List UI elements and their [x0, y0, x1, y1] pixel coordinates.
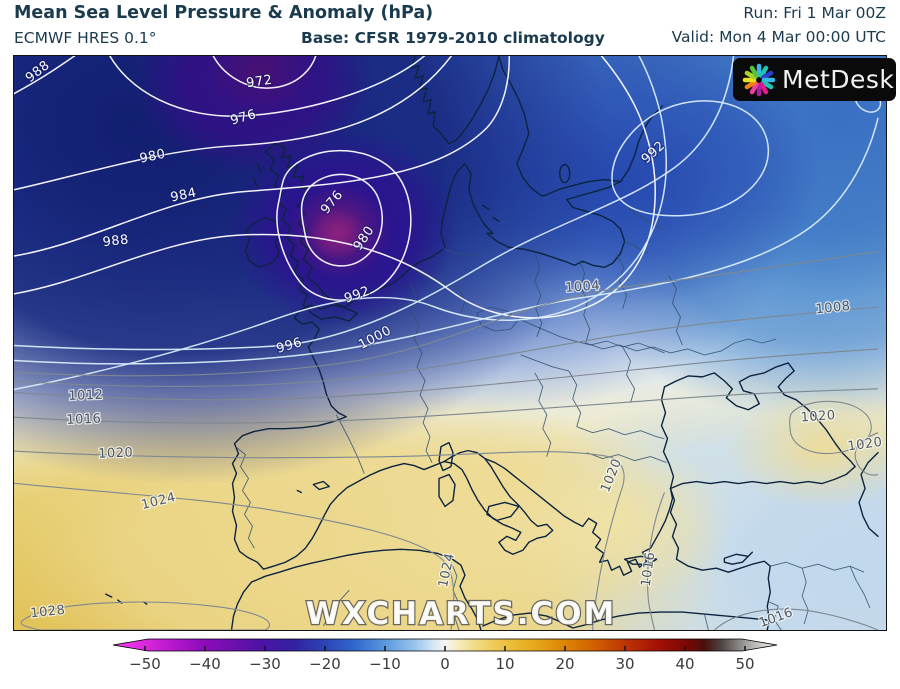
colorbar-tick-20: 20	[555, 655, 574, 673]
anomaly-colorbar: −50 −40 −30 −20 −10 0 10 20 30 40 50	[0, 636, 900, 689]
colorbar-tick-−40: −40	[189, 655, 221, 673]
contour-label-1024: 1024	[436, 552, 458, 589]
colorbar-tick-10: 10	[495, 655, 514, 673]
page-title: Mean Sea Level Pressure & Anomaly (hPa)	[14, 3, 434, 23]
contour-label-1028: 1028	[30, 603, 66, 622]
contour-label-1020: 1020	[847, 435, 884, 455]
chart-header: Mean Sea Level Pressure & Anomaly (hPa) …	[0, 0, 900, 55]
colorbar-tick-30: 30	[615, 655, 634, 673]
contour-label-1004: 1004	[565, 278, 601, 295]
contour-label-1016: 1016	[66, 412, 101, 428]
metdesk-logo: MetDesk	[733, 58, 896, 101]
model-label: ECMWF HRES 0.1°	[14, 29, 157, 47]
anomaly-shading	[14, 56, 886, 630]
valid-time-label: Valid: Mon 4 Mar 00:00 UTC	[671, 28, 886, 46]
contour-label-1016: 1016	[639, 551, 659, 588]
colorbar-tick-labels: −50 −40 −30 −20 −10 0 10 20 30 40 50	[129, 655, 754, 673]
colorbar-tick-−50: −50	[129, 655, 161, 673]
contour-label-984: 984	[169, 185, 198, 205]
contour-label-988: 988	[102, 233, 130, 251]
colorbar-tick-−20: −20	[309, 655, 341, 673]
colorbar-tick-50: 50	[735, 655, 754, 673]
colorbar-tick-−10: −10	[369, 655, 401, 673]
colorbar-canvas: −50 −40 −30 −20 −10 0 10 20 30 40 50	[112, 638, 778, 673]
climatology-base-label: Base: CFSR 1979-2010 climatology	[301, 29, 605, 47]
colorbar-gradient-bar	[112, 638, 778, 652]
watermark: WXCHARTS.COM	[306, 596, 617, 630]
contour-label-972: 972	[245, 73, 273, 91]
pressure-contours-high	[14, 250, 879, 630]
contour-label-980: 980	[138, 147, 167, 167]
contour-label-1008: 1008	[815, 299, 851, 318]
contour-label-1012: 1012	[68, 388, 103, 404]
colorbar-ticks	[144, 646, 746, 651]
metdesk-starburst-icon	[742, 63, 776, 96]
metdesk-logo-text: MetDesk	[782, 65, 895, 94]
run-time-label: Run: Fri 1 Mar 00Z	[743, 4, 886, 22]
contour-label-1020: 1020	[800, 408, 836, 425]
weather-map: 988 972 976 980 984 988 976 980 992 992 996 1000 100…	[13, 55, 896, 631]
colorbar-tick-0: 0	[440, 655, 450, 673]
contour-label-1020: 1020	[98, 446, 133, 462]
coastlines	[105, 56, 879, 630]
colorbar-tick-40: 40	[675, 655, 694, 673]
colorbar-tick-−30: −30	[249, 655, 281, 673]
